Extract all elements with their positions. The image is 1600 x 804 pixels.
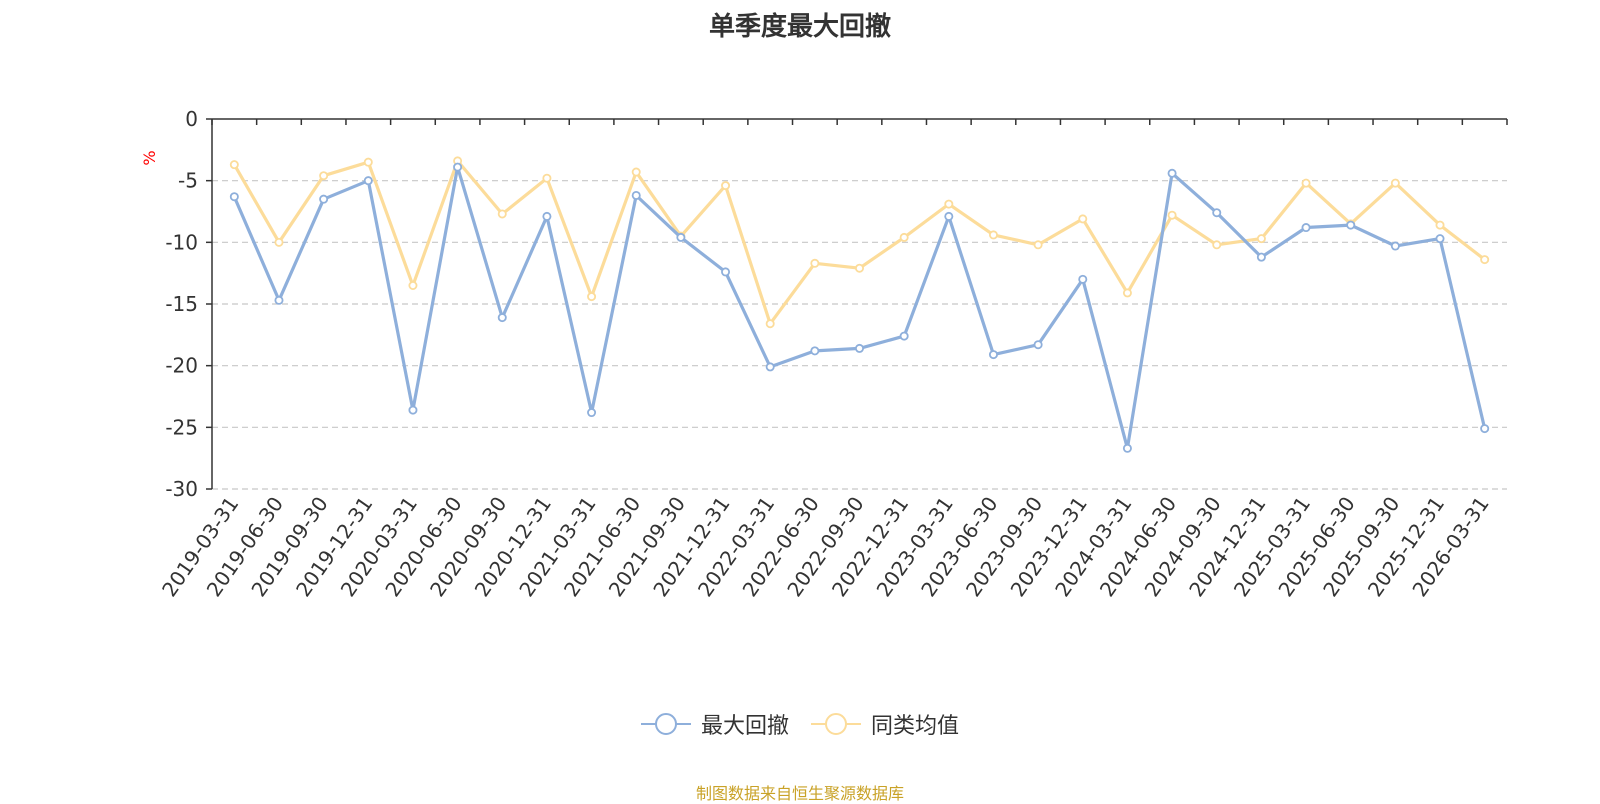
- y-tick-label: -25: [165, 415, 198, 439]
- y-tick-label: -15: [165, 292, 198, 316]
- legend-label: 同类均值: [871, 714, 960, 739]
- data-point[interactable]: [1346, 220, 1356, 230]
- legend-item-peer-average[interactable]: 同类均值: [811, 708, 959, 740]
- data-point[interactable]: [497, 209, 507, 219]
- data-point[interactable]: [1122, 288, 1132, 298]
- data-point[interactable]: [1480, 255, 1490, 265]
- data-point[interactable]: [1033, 340, 1043, 350]
- data-point[interactable]: [319, 194, 329, 204]
- data-source-note: 制图数据来自恒生聚源数据库: [695, 784, 904, 803]
- data-point[interactable]: [408, 280, 418, 290]
- data-point[interactable]: [542, 211, 552, 221]
- data-point[interactable]: [319, 171, 329, 181]
- y-tick-label: -10: [165, 230, 198, 254]
- data-point[interactable]: [631, 190, 641, 200]
- data-point[interactable]: [1167, 210, 1177, 220]
- series-line: [232, 165, 1487, 450]
- data-point[interactable]: [542, 173, 552, 183]
- data-point[interactable]: [1435, 234, 1445, 244]
- data-point[interactable]: [363, 157, 373, 167]
- data-point[interactable]: [988, 230, 998, 240]
- data-point[interactable]: [810, 258, 820, 268]
- data-point[interactable]: [1212, 208, 1222, 218]
- y-tick-label: -30: [165, 477, 198, 501]
- line-circle-icon: [640, 713, 691, 735]
- data-point[interactable]: [1078, 274, 1088, 284]
- series-lines: [229, 156, 1490, 453]
- y-tick-label: 0: [185, 107, 198, 131]
- data-point[interactable]: [274, 237, 284, 247]
- data-point[interactable]: [497, 313, 507, 323]
- data-point[interactable]: [1301, 223, 1311, 233]
- data-point[interactable]: [631, 167, 641, 177]
- y-axis-unit-label: %: [140, 150, 159, 165]
- data-point[interactable]: [1256, 252, 1266, 262]
- y-tick-label: -5: [178, 169, 198, 193]
- data-point[interactable]: [765, 362, 775, 372]
- data-point[interactable]: [363, 176, 373, 186]
- data-point[interactable]: [1390, 241, 1400, 251]
- data-point[interactable]: [855, 263, 865, 273]
- data-point[interactable]: [899, 331, 909, 341]
- data-point[interactable]: [1435, 220, 1445, 230]
- y-tick-label: -20: [165, 354, 198, 378]
- legend-label: 最大回撤: [700, 714, 789, 739]
- data-point[interactable]: [944, 211, 954, 221]
- data-point[interactable]: [721, 181, 731, 191]
- line-circle-icon: [811, 713, 861, 735]
- data-point[interactable]: [1167, 168, 1177, 178]
- data-point[interactable]: [229, 192, 239, 202]
- data-point[interactable]: [1480, 424, 1490, 434]
- data-point[interactable]: [274, 295, 284, 305]
- data-point[interactable]: [721, 267, 731, 277]
- data-point[interactable]: [899, 232, 909, 242]
- data-point[interactable]: [587, 292, 597, 302]
- data-point[interactable]: [1078, 214, 1088, 224]
- data-point[interactable]: [988, 350, 998, 360]
- data-point[interactable]: [587, 408, 597, 418]
- data-point[interactable]: [676, 232, 686, 242]
- data-point[interactable]: [1301, 178, 1311, 188]
- data-point[interactable]: [1256, 234, 1266, 244]
- data-point[interactable]: [1212, 240, 1222, 250]
- legend-item-max-drawdown[interactable]: 最大回撤: [640, 708, 789, 740]
- data-point[interactable]: [1390, 178, 1400, 188]
- legend: 最大回撤 同类均值: [0, 708, 1600, 740]
- data-point[interactable]: [765, 319, 775, 329]
- data-point[interactable]: [1122, 443, 1132, 453]
- chart-title: 单季度最大回撤: [708, 12, 891, 42]
- data-point[interactable]: [810, 346, 820, 356]
- data-point[interactable]: [855, 343, 865, 353]
- data-point[interactable]: [453, 162, 463, 172]
- data-point[interactable]: [944, 199, 954, 209]
- data-point[interactable]: [408, 405, 418, 415]
- data-point[interactable]: [229, 160, 239, 170]
- data-point[interactable]: [1033, 240, 1043, 250]
